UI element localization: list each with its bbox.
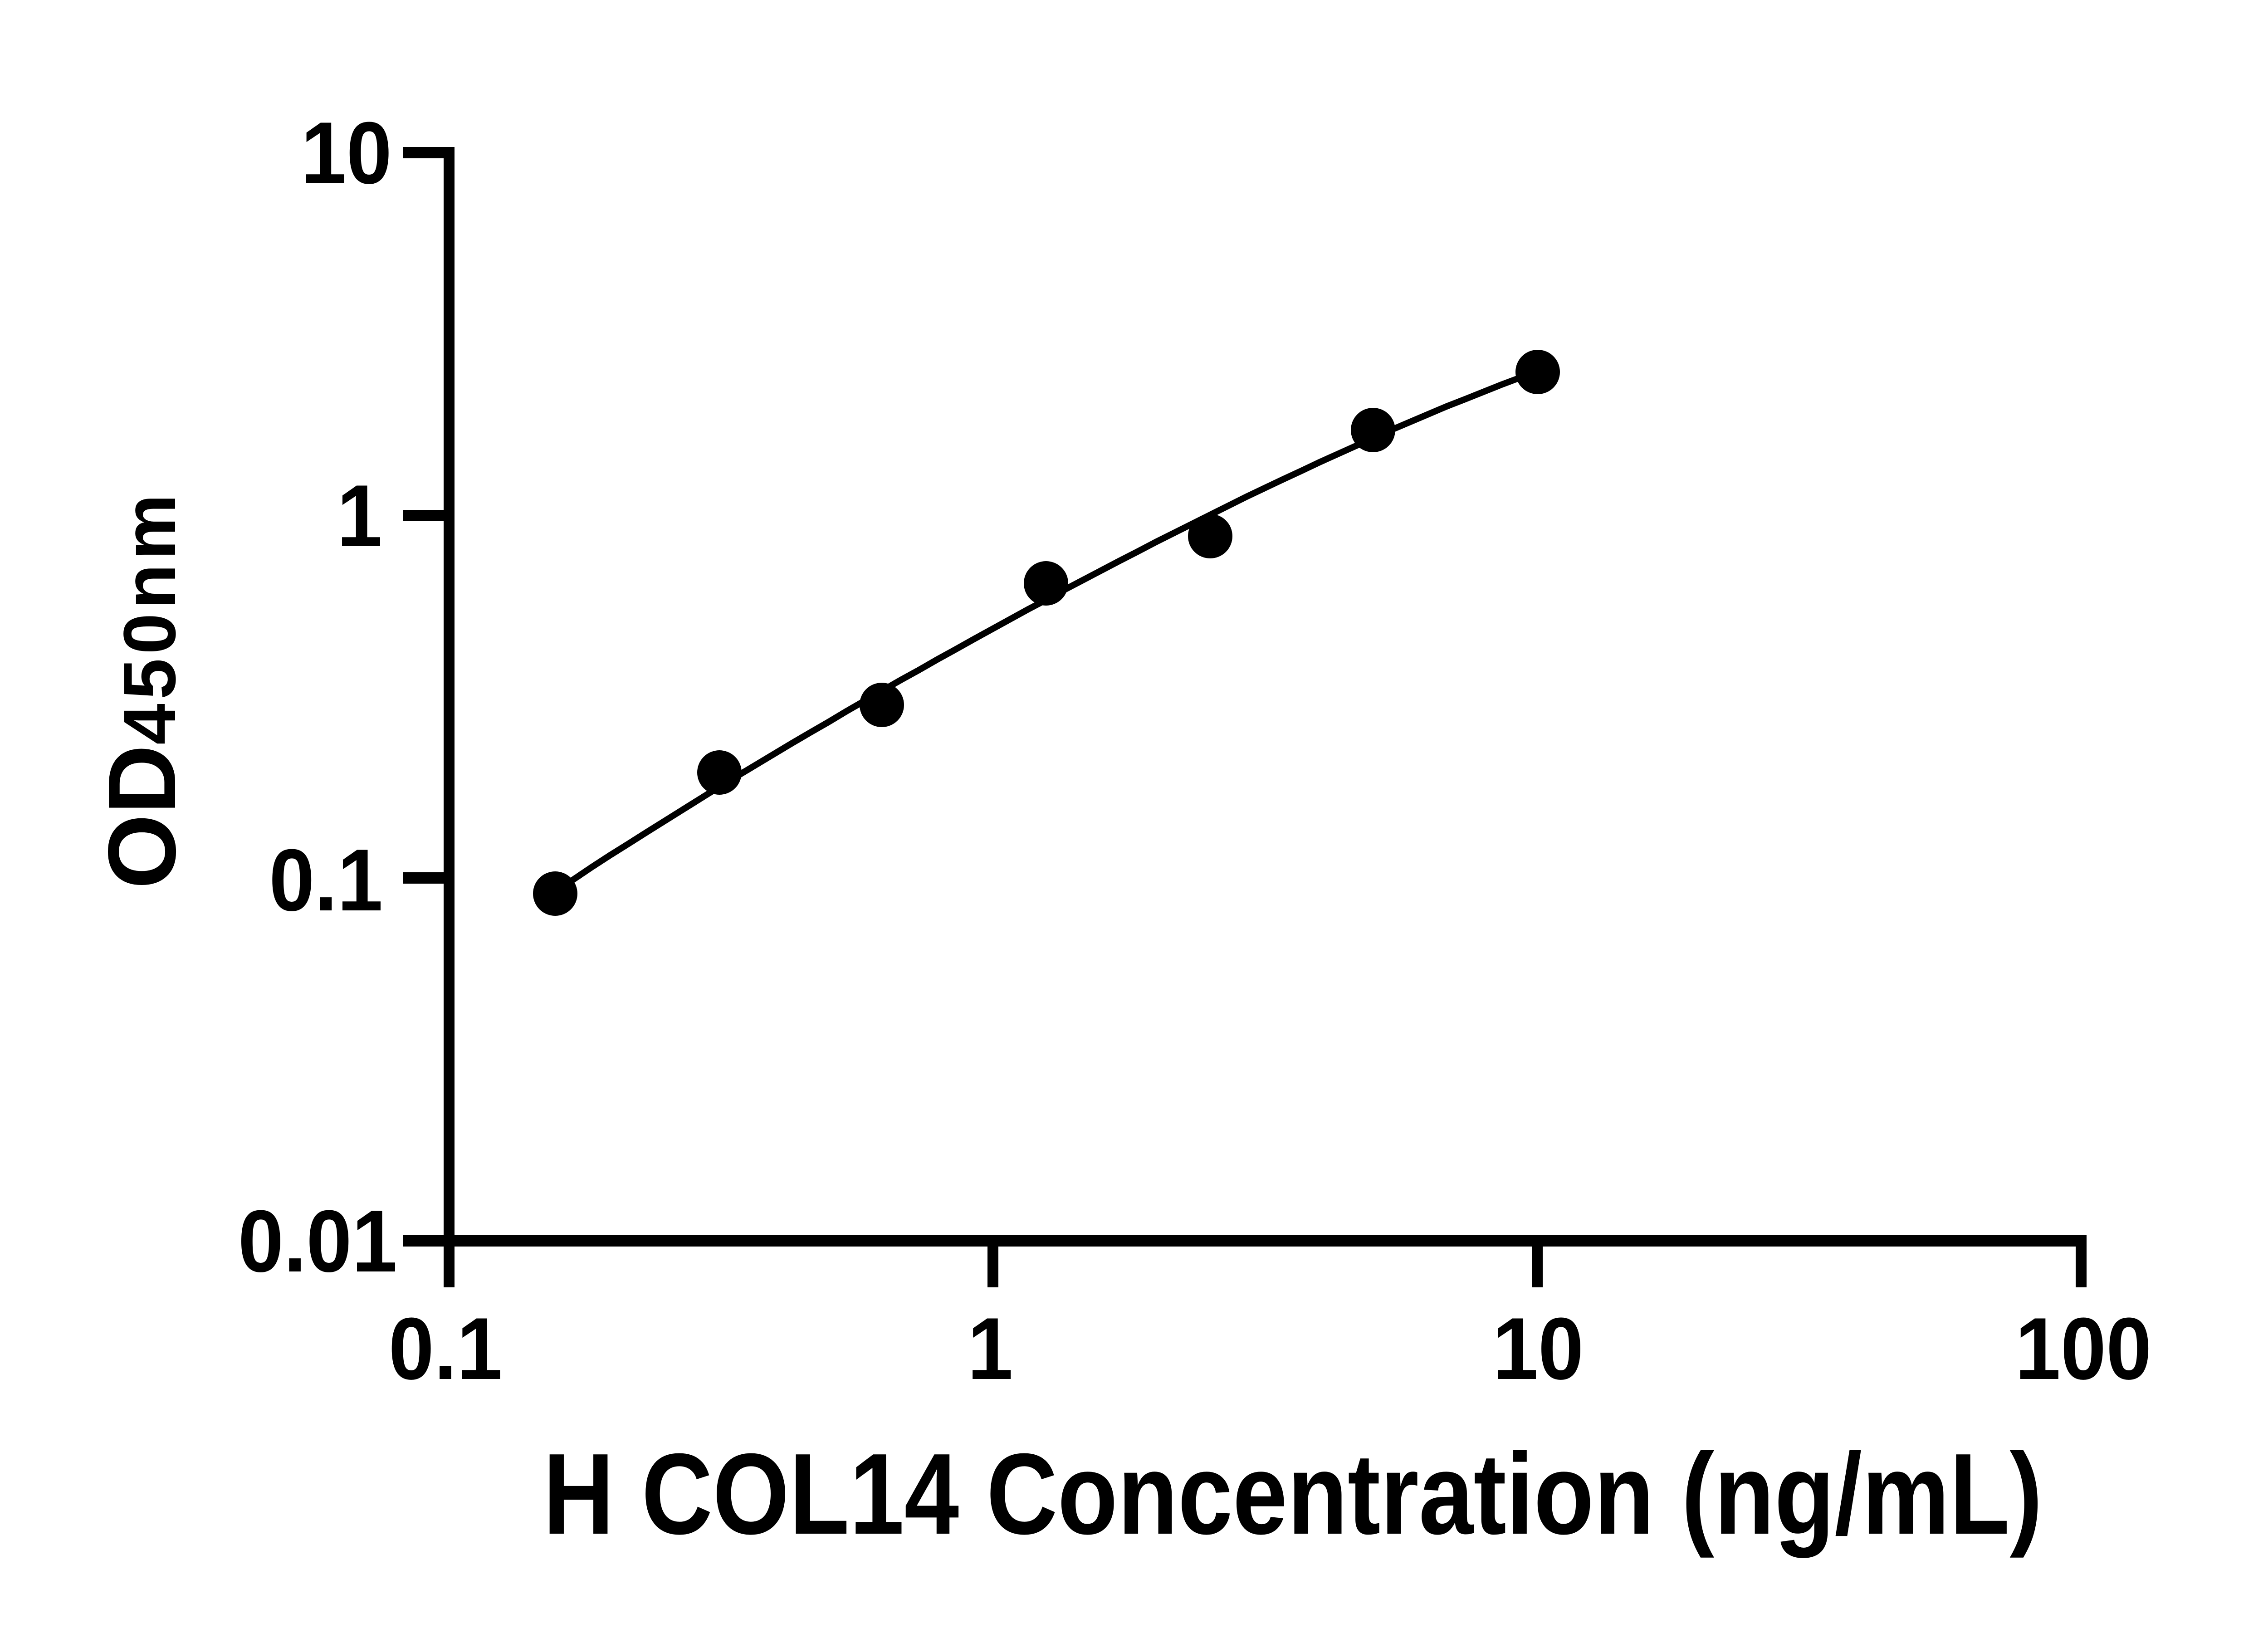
svg-text:1: 1 [968, 1299, 1013, 1398]
svg-text:0.1: 0.1 [389, 1299, 503, 1398]
svg-text:0.01: 0.01 [238, 1192, 397, 1290]
svg-text:10: 10 [301, 103, 392, 202]
svg-text:0.1: 0.1 [269, 831, 383, 929]
svg-text:1: 1 [337, 466, 382, 565]
svg-text:H COL14 Concentration (ng/mL): H COL14 Concentration (ng/mL) [543, 1430, 2043, 1559]
svg-text:100: 100 [2015, 1299, 2151, 1398]
svg-text:10: 10 [1493, 1299, 1584, 1398]
svg-text:OD450nm: OD450nm [88, 490, 196, 889]
